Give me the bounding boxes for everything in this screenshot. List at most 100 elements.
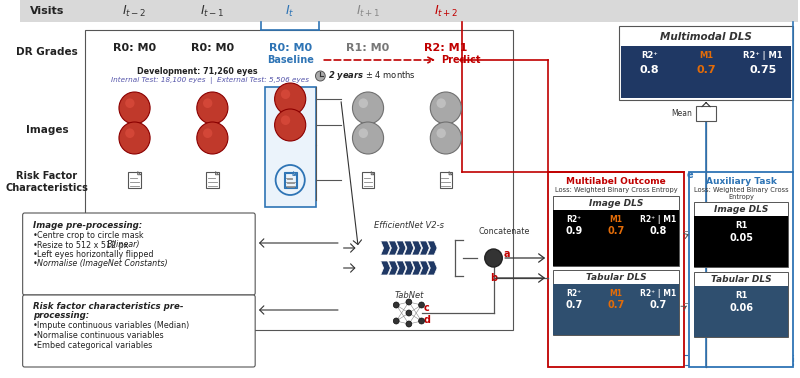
Text: Image pre-processing:: Image pre-processing:	[34, 221, 142, 230]
Polygon shape	[412, 261, 422, 275]
Text: Risk Factor
Characteristics: Risk Factor Characteristics	[6, 171, 89, 193]
Polygon shape	[371, 172, 374, 175]
FancyBboxPatch shape	[128, 172, 141, 189]
FancyBboxPatch shape	[553, 270, 679, 335]
Polygon shape	[427, 261, 437, 275]
Polygon shape	[381, 241, 390, 255]
Text: 0.8: 0.8	[650, 226, 667, 236]
Text: Mean: Mean	[671, 110, 693, 118]
FancyBboxPatch shape	[694, 286, 788, 337]
Circle shape	[274, 83, 306, 115]
Circle shape	[275, 165, 305, 195]
Text: R0: M0: R0: M0	[191, 43, 234, 53]
Text: R2⁺: R2⁺	[566, 214, 582, 223]
Circle shape	[119, 92, 150, 124]
Text: processing:: processing:	[34, 311, 90, 320]
Text: M1: M1	[610, 288, 622, 297]
Text: e: e	[687, 170, 694, 180]
Text: Tabular DLS: Tabular DLS	[711, 276, 771, 285]
Text: Bilinear): Bilinear)	[106, 240, 140, 249]
Text: Centre crop to circle mask: Centre crop to circle mask	[38, 231, 144, 240]
Text: •: •	[32, 321, 38, 330]
Polygon shape	[294, 172, 297, 175]
Circle shape	[203, 129, 212, 138]
Text: Left eyes horizontally flipped: Left eyes horizontally flipped	[38, 250, 154, 259]
Circle shape	[281, 115, 290, 125]
Polygon shape	[389, 241, 398, 255]
Text: Internal Test: 18,100 eyes  |  External Test: 5,506 eyes: Internal Test: 18,100 eyes | External Te…	[111, 76, 310, 84]
FancyBboxPatch shape	[22, 213, 255, 295]
Text: Normalise continuous variables: Normalise continuous variables	[38, 331, 164, 340]
Text: TabNet: TabNet	[394, 291, 423, 299]
Text: 0.05: 0.05	[729, 233, 753, 243]
FancyBboxPatch shape	[362, 172, 374, 189]
Text: $I_{t-2}$: $I_{t-2}$	[122, 3, 146, 19]
FancyBboxPatch shape	[22, 295, 255, 367]
Text: d: d	[423, 315, 430, 325]
Polygon shape	[381, 261, 390, 275]
FancyBboxPatch shape	[694, 216, 788, 267]
Circle shape	[353, 92, 383, 124]
Polygon shape	[138, 172, 141, 175]
Text: •: •	[32, 231, 38, 240]
Polygon shape	[449, 172, 452, 175]
FancyBboxPatch shape	[696, 106, 716, 121]
FancyBboxPatch shape	[284, 172, 297, 189]
Text: Development: 71,260 eyes: Development: 71,260 eyes	[138, 67, 258, 76]
Text: M1: M1	[699, 51, 713, 60]
Text: Normalise (ImageNet Constants): Normalise (ImageNet Constants)	[38, 260, 168, 268]
Circle shape	[281, 90, 290, 99]
Circle shape	[125, 129, 134, 138]
Polygon shape	[389, 261, 398, 275]
Text: 0.7: 0.7	[607, 226, 625, 236]
Text: R2⁺ | M1: R2⁺ | M1	[743, 51, 782, 60]
Text: •: •	[32, 250, 38, 259]
Circle shape	[203, 98, 212, 108]
FancyBboxPatch shape	[206, 172, 218, 189]
Circle shape	[406, 299, 412, 305]
Text: R1: R1	[735, 222, 747, 231]
Polygon shape	[427, 241, 437, 255]
Circle shape	[119, 122, 150, 154]
Text: $I_{t-1}$: $I_{t-1}$	[200, 3, 225, 19]
Text: Tabular DLS: Tabular DLS	[586, 274, 646, 282]
Text: •: •	[32, 260, 38, 268]
Text: Multimodal DLS: Multimodal DLS	[660, 32, 752, 42]
FancyBboxPatch shape	[694, 202, 788, 267]
Text: Loss: Weighted Binary Cross Entropy: Loss: Weighted Binary Cross Entropy	[554, 187, 678, 193]
Text: 0.7: 0.7	[566, 300, 582, 310]
Circle shape	[358, 98, 368, 108]
Text: Image DLS: Image DLS	[589, 200, 643, 209]
Text: Embed categorical variables: Embed categorical variables	[38, 341, 153, 350]
Polygon shape	[293, 173, 295, 176]
Text: R2: M1: R2: M1	[424, 43, 467, 53]
Text: R1: R1	[735, 291, 747, 301]
Text: $I_{t+1}$: $I_{t+1}$	[356, 3, 380, 19]
Text: Multilabel Outcome: Multilabel Outcome	[566, 177, 666, 186]
Circle shape	[197, 92, 228, 124]
Polygon shape	[404, 261, 414, 275]
Text: $\bfit{2\ years}$ ± 4 months: $\bfit{2\ years}$ ± 4 months	[328, 70, 416, 82]
Polygon shape	[396, 261, 406, 275]
Text: Entropy: Entropy	[728, 194, 754, 200]
Text: •: •	[32, 331, 38, 340]
Text: Risk factor characteristics pre-: Risk factor characteristics pre-	[34, 302, 184, 311]
Circle shape	[353, 122, 383, 154]
Text: R2⁺ | M1: R2⁺ | M1	[640, 214, 676, 223]
FancyBboxPatch shape	[694, 272, 788, 337]
Circle shape	[406, 310, 412, 316]
Polygon shape	[412, 241, 422, 255]
Circle shape	[406, 321, 412, 327]
Text: $I_t$: $I_t$	[286, 3, 295, 19]
FancyBboxPatch shape	[621, 28, 791, 46]
Circle shape	[485, 249, 502, 267]
Text: $I_{t+2}$: $I_{t+2}$	[434, 3, 458, 19]
Text: $\bar{x}$: $\bar{x}$	[702, 108, 710, 120]
Circle shape	[125, 98, 134, 108]
Text: 0.75: 0.75	[750, 65, 777, 75]
Text: R2⁺: R2⁺	[641, 51, 658, 60]
Text: Image DLS: Image DLS	[714, 206, 768, 214]
Circle shape	[274, 109, 306, 141]
Text: Images: Images	[26, 125, 68, 135]
Text: •: •	[32, 341, 38, 350]
